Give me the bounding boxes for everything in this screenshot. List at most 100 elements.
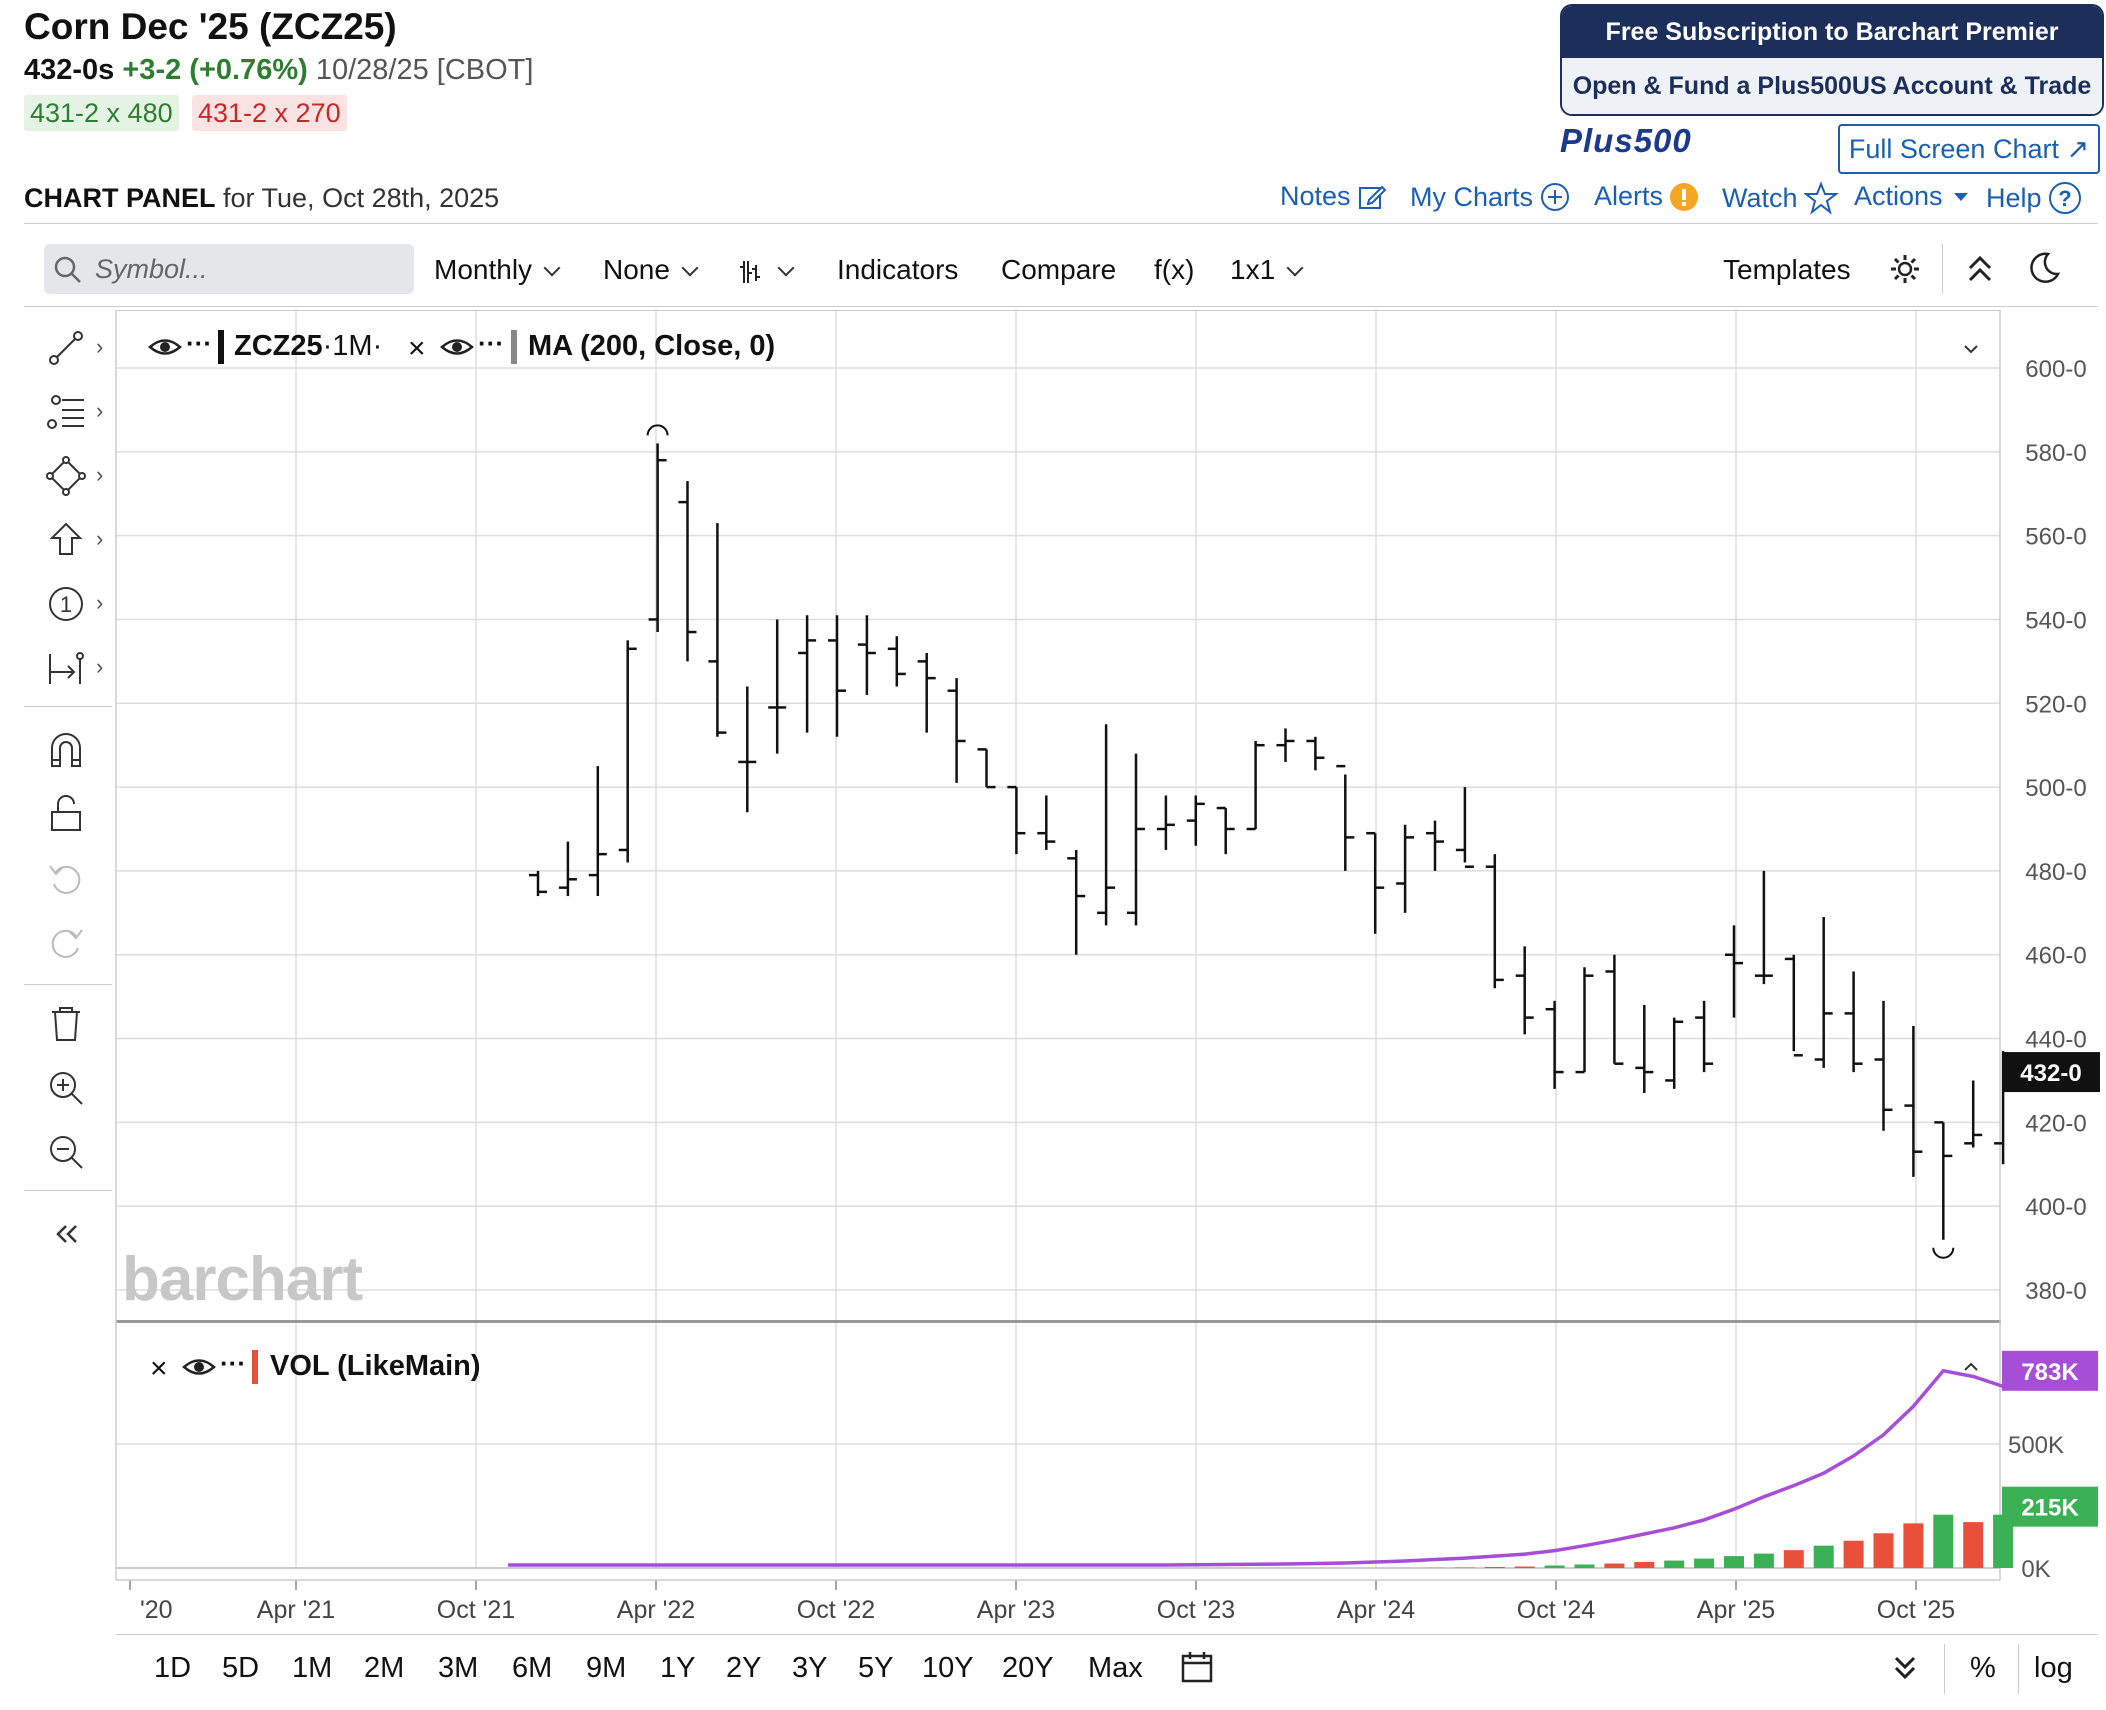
- collapse-sidebar-icon[interactable]: [44, 1212, 88, 1256]
- actions-menu[interactable]: Actions: [1854, 181, 1973, 212]
- timeframe-20y-button[interactable]: 20Y: [1002, 1652, 1054, 1684]
- toolbar-divider-bottom: [24, 306, 2098, 307]
- timeframe-3m-button[interactable]: 3M: [438, 1652, 479, 1684]
- symbol-search-input[interactable]: [44, 244, 414, 294]
- trendline-tool-icon[interactable]: [44, 326, 88, 370]
- eye-icon[interactable]: [182, 1354, 216, 1380]
- plus500-logo[interactable]: Plus500: [1560, 122, 1692, 159]
- plus-circle-icon: [1541, 183, 1570, 211]
- timeframe-1m-button[interactable]: 1M: [292, 1652, 333, 1684]
- eye-icon[interactable]: [440, 334, 474, 360]
- help-link[interactable]: Help ?: [1986, 181, 2082, 215]
- percent-scale-toggle[interactable]: %: [1970, 1652, 1996, 1684]
- collapse-down-icon[interactable]: [1890, 1650, 1920, 1684]
- legend-main-symbol: ZCZ25·1M·: [234, 330, 382, 363]
- volume-bar: [1574, 1564, 1595, 1568]
- timeframe-1y-button[interactable]: 1Y: [660, 1652, 696, 1684]
- fib-tool-icon[interactable]: [44, 390, 88, 434]
- close-icon[interactable]: ×: [150, 1352, 168, 1385]
- more-icon[interactable]: ···: [186, 328, 212, 358]
- chevron-right-icon[interactable]: ›: [96, 526, 104, 551]
- volume-bar: [1843, 1540, 1864, 1568]
- ohlc-bar: [977, 748, 996, 789]
- premier-subscription-link[interactable]: Free Subscription to Barchart Premier: [1562, 6, 2102, 58]
- ohlc-bar: [1067, 849, 1086, 955]
- volume-tick-label: 500K: [2008, 1432, 2064, 1459]
- timeframe-10y-button[interactable]: 10Y: [922, 1652, 974, 1684]
- ohlc-bar: [678, 481, 697, 662]
- volume-bar: [1634, 1562, 1655, 1568]
- templates-button[interactable]: Templates: [1723, 254, 1851, 285]
- more-icon[interactable]: ···: [478, 328, 504, 358]
- timeframe-max-button[interactable]: Max: [1088, 1652, 1143, 1684]
- volume-bar: [1783, 1550, 1804, 1568]
- ohlc-bar: [1725, 925, 1743, 1018]
- fx-button[interactable]: f(x): [1154, 254, 1195, 285]
- timeframe-5d-button[interactable]: 5D: [222, 1652, 260, 1684]
- measure-tool-icon[interactable]: [44, 646, 88, 690]
- timeframe-5y-button[interactable]: 5Y: [858, 1652, 894, 1684]
- ask-badge: 431-2 x 270: [192, 95, 347, 131]
- chevron-right-icon[interactable]: ›: [96, 462, 104, 487]
- price-tick-label: 380-0: [2025, 1278, 2086, 1305]
- timeframe-3y-button[interactable]: 3Y: [792, 1652, 828, 1684]
- more-icon[interactable]: ···: [220, 1348, 246, 1378]
- layout-dropdown[interactable]: 1x1: [1230, 254, 1304, 286]
- promo-banner[interactable]: Free Subscription to Barchart Premier Op…: [1560, 4, 2104, 116]
- zoom-out-icon[interactable]: [44, 1130, 88, 1174]
- timeframe-2y-button[interactable]: 2Y: [726, 1652, 762, 1684]
- compare-button[interactable]: Compare: [1001, 254, 1117, 285]
- chevron-right-icon[interactable]: ›: [96, 654, 104, 679]
- timeframe-9m-button[interactable]: 9M: [586, 1652, 627, 1684]
- watch-link[interactable]: Watch: [1722, 181, 1838, 215]
- ohlc-bar: [1396, 824, 1415, 913]
- timeframe-6m-button[interactable]: 6M: [512, 1652, 553, 1684]
- alerts-link[interactable]: Alerts: [1594, 181, 1699, 212]
- price-tick-label: 420-0: [2025, 1110, 2086, 1137]
- arrow-up-tool-icon[interactable]: [44, 518, 88, 562]
- dark-mode-icon[interactable]: [2026, 250, 2062, 286]
- ohlc-bar: [1754, 870, 1773, 985]
- ohlc-bar: [947, 678, 966, 783]
- trash-icon[interactable]: [44, 1002, 88, 1046]
- ohlc-bar: [1426, 820, 1444, 871]
- plus500-account-link[interactable]: Open & Fund a Plus500US Account & Trade: [1562, 58, 2102, 114]
- chevron-right-icon[interactable]: ›: [96, 590, 104, 615]
- unlock-icon[interactable]: [44, 792, 88, 836]
- chevron-up-icon[interactable]: [1960, 1356, 1982, 1378]
- redo-icon[interactable]: [44, 920, 88, 964]
- period-dropdown[interactable]: Monthly: [434, 254, 561, 286]
- bar-type-dropdown[interactable]: [736, 254, 795, 287]
- my-charts-link[interactable]: My Charts: [1410, 181, 1571, 213]
- ohlc-bar: [1964, 1080, 1983, 1148]
- magnet-icon[interactable]: [44, 728, 88, 772]
- annotation-number-icon[interactable]: 1: [44, 582, 88, 626]
- panel-title-label: CHART PANEL: [24, 183, 216, 213]
- collapse-up-icon[interactable]: [1964, 252, 1996, 286]
- timeframe-1d-button[interactable]: 1D: [154, 1652, 192, 1684]
- shapes-tool-icon[interactable]: [44, 454, 88, 498]
- indicators-button[interactable]: Indicators: [837, 254, 959, 285]
- notes-link[interactable]: Notes: [1280, 181, 1387, 212]
- log-scale-toggle[interactable]: log: [2034, 1652, 2073, 1684]
- timeframe-2m-button[interactable]: 2M: [364, 1652, 405, 1684]
- ohlc-bar: [1545, 1000, 1564, 1089]
- zoom-in-icon[interactable]: [44, 1066, 88, 1110]
- star-icon: [1803, 181, 1838, 215]
- ohlc-bar: [738, 686, 757, 813]
- overlay-dropdown[interactable]: None: [603, 254, 699, 286]
- chevron-right-icon[interactable]: ›: [96, 334, 104, 359]
- ohlc-bar: [708, 523, 727, 737]
- eye-icon[interactable]: [148, 334, 182, 360]
- chevron-right-icon[interactable]: ›: [96, 398, 104, 423]
- close-icon[interactable]: ×: [408, 332, 426, 365]
- gear-icon[interactable]: [1888, 252, 1922, 286]
- time-tick-label: Apr '23: [977, 1596, 1055, 1624]
- chevron-down-icon[interactable]: [1960, 338, 1982, 360]
- ohlc-bar: [648, 443, 667, 633]
- volume-bar: [1903, 1523, 1924, 1568]
- full-screen-chart-button[interactable]: Full Screen Chart ↗: [1838, 124, 2100, 174]
- undo-icon[interactable]: [44, 856, 88, 900]
- calendar-icon[interactable]: [1180, 1650, 1214, 1684]
